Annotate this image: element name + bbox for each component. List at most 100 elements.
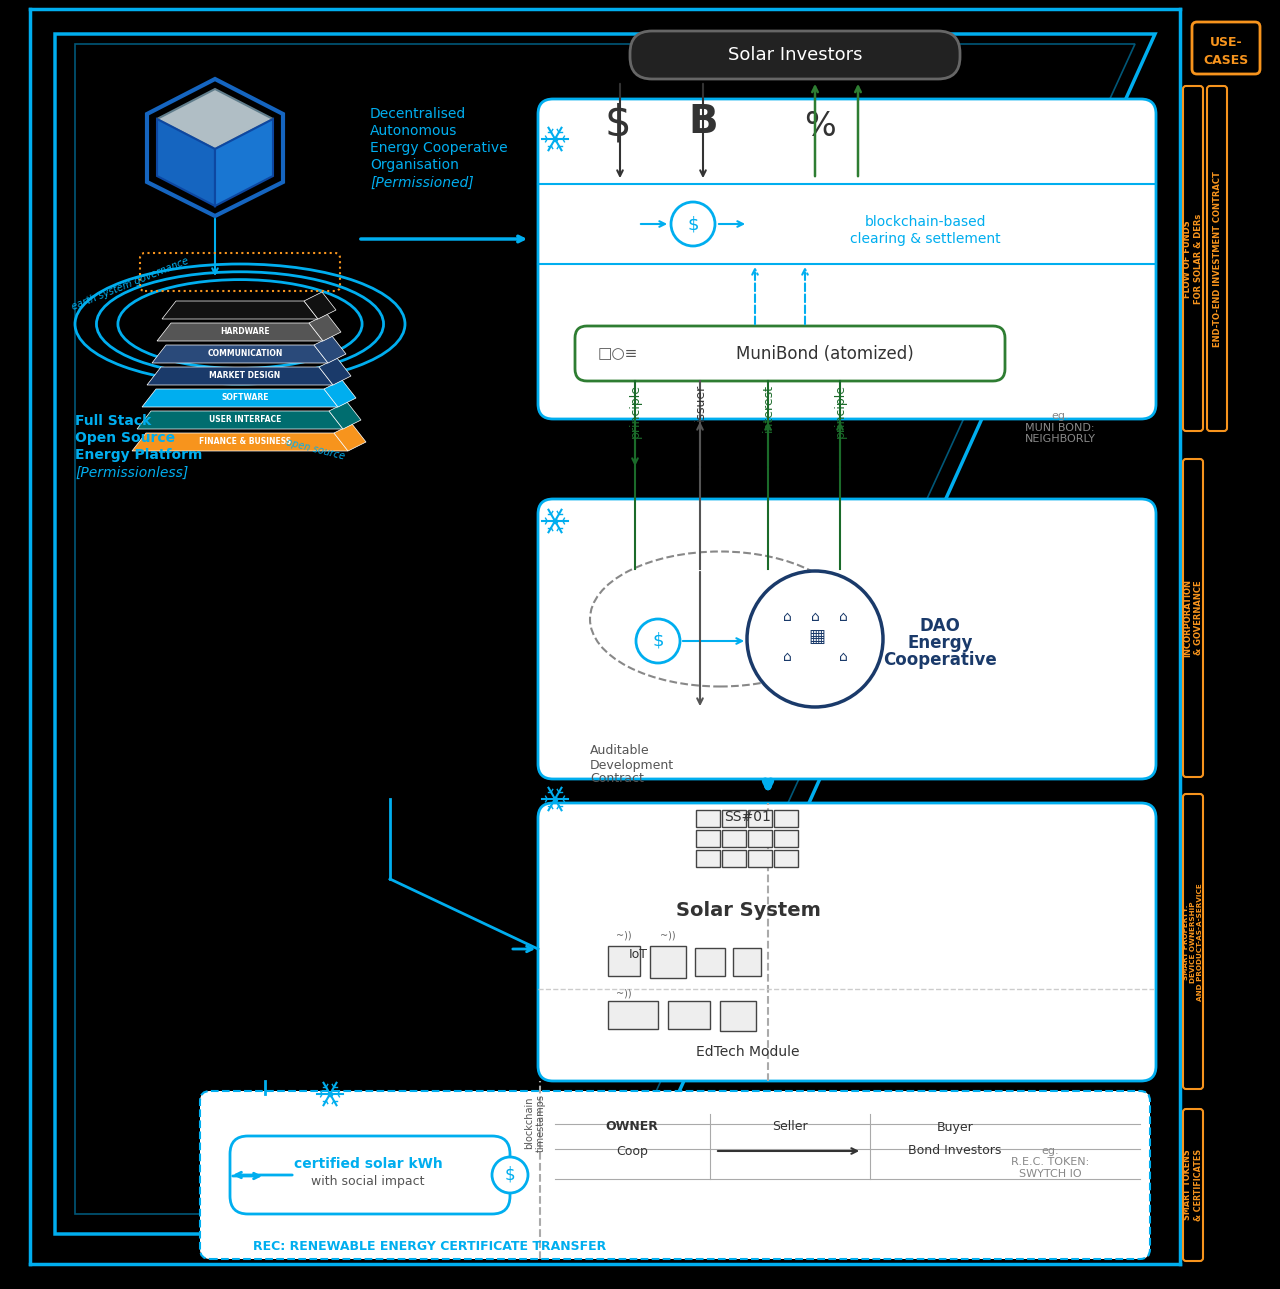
Text: ⌂: ⌂: [810, 610, 819, 624]
Text: issuer: issuer: [694, 384, 707, 422]
FancyBboxPatch shape: [1192, 22, 1260, 73]
Polygon shape: [147, 367, 333, 385]
Text: USE-: USE-: [1210, 36, 1243, 49]
Polygon shape: [163, 302, 317, 318]
Bar: [650, 946, 686, 978]
Text: SOFTWARE: SOFTWARE: [221, 393, 269, 402]
Text: certified solar kWh: certified solar kWh: [293, 1158, 443, 1170]
Text: blockchain-based: blockchain-based: [864, 215, 986, 229]
Bar: [733, 947, 762, 976]
FancyBboxPatch shape: [1183, 1109, 1203, 1261]
Polygon shape: [215, 119, 273, 206]
Circle shape: [636, 619, 680, 663]
Polygon shape: [334, 424, 366, 451]
Text: $: $: [653, 632, 664, 650]
Polygon shape: [132, 433, 348, 451]
Text: Energy Cooperative: Energy Cooperative: [370, 141, 508, 155]
Polygon shape: [157, 89, 273, 150]
Polygon shape: [152, 345, 328, 363]
Text: □○≡: □○≡: [598, 347, 639, 361]
Text: blockchain
timestamps: blockchain timestamps: [525, 1094, 545, 1152]
Text: ▦: ▦: [809, 628, 826, 646]
Text: DAO: DAO: [919, 617, 960, 635]
Text: REC: RENEWABLE ENERGY CERTIFICATE TRANSFER: REC: RENEWABLE ENERGY CERTIFICATE TRANSF…: [253, 1240, 607, 1253]
Text: %: %: [804, 111, 836, 143]
Text: ~)): ~)): [616, 931, 632, 941]
Bar: [774, 809, 797, 828]
Text: [Permissionless]: [Permissionless]: [76, 467, 188, 480]
Text: $: $: [504, 1167, 516, 1185]
Text: Full Stack: Full Stack: [76, 414, 151, 428]
Bar: [748, 809, 772, 828]
Text: eg.
R.E.C. TOKEN:
SWYTCH IO: eg. R.E.C. TOKEN: SWYTCH IO: [1011, 1146, 1089, 1179]
Polygon shape: [305, 293, 335, 318]
Text: Decentralised: Decentralised: [370, 107, 466, 121]
FancyBboxPatch shape: [575, 326, 1005, 382]
Bar: [696, 830, 719, 847]
Text: END-TO-END INVESTMENT CONTRACT: END-TO-END INVESTMENT CONTRACT: [1212, 171, 1221, 347]
Text: IoT: IoT: [628, 947, 648, 960]
Text: ~)): ~)): [660, 931, 676, 941]
Text: clearing & settlement: clearing & settlement: [850, 232, 1000, 246]
FancyBboxPatch shape: [630, 31, 960, 79]
Polygon shape: [137, 411, 343, 429]
Text: ⌂: ⌂: [838, 610, 847, 624]
Text: principle: principle: [628, 384, 641, 438]
Text: interest: interest: [762, 384, 774, 432]
Text: Autonomous: Autonomous: [370, 124, 457, 138]
Text: B: B: [689, 103, 718, 141]
Polygon shape: [329, 402, 361, 429]
FancyBboxPatch shape: [538, 99, 1156, 419]
Text: Organisation: Organisation: [370, 159, 458, 171]
Text: Seller: Seller: [772, 1120, 808, 1133]
Text: OWNER: OWNER: [605, 1120, 658, 1133]
Polygon shape: [324, 380, 356, 407]
Bar: [774, 830, 797, 847]
Text: Buyer: Buyer: [937, 1120, 973, 1133]
Circle shape: [492, 1158, 529, 1194]
Text: Coop: Coop: [616, 1145, 648, 1158]
Text: FINANCE & BUSINESS: FINANCE & BUSINESS: [198, 437, 291, 446]
FancyBboxPatch shape: [1183, 86, 1203, 431]
Text: EdTech Module: EdTech Module: [696, 1045, 800, 1060]
Text: CASES: CASES: [1203, 54, 1248, 67]
Text: INCORPORATION
& GOVERNANCE: INCORPORATION & GOVERNANCE: [1183, 579, 1203, 657]
Bar: [696, 809, 719, 828]
Bar: [748, 849, 772, 867]
Text: Open Source: Open Source: [76, 431, 175, 445]
Text: MARKET DESIGN: MARKET DESIGN: [210, 371, 280, 380]
Text: principle: principle: [833, 384, 846, 438]
Bar: [695, 947, 724, 976]
FancyBboxPatch shape: [230, 1136, 509, 1214]
Text: Auditable: Auditable: [590, 745, 650, 758]
Text: $: $: [687, 215, 699, 233]
FancyBboxPatch shape: [1207, 86, 1228, 431]
Bar: [722, 809, 746, 828]
Bar: [696, 849, 719, 867]
Bar: [722, 849, 746, 867]
Circle shape: [671, 202, 716, 246]
Polygon shape: [319, 358, 351, 385]
Bar: [774, 849, 797, 867]
Text: ⌂: ⌂: [838, 650, 847, 664]
Text: USER INTERFACE: USER INTERFACE: [209, 415, 282, 424]
FancyBboxPatch shape: [538, 803, 1156, 1081]
Text: Bond Investors: Bond Investors: [909, 1145, 1002, 1158]
FancyBboxPatch shape: [538, 499, 1156, 779]
Text: SMART TOKENS
& CERTIFICATES: SMART TOKENS & CERTIFICATES: [1183, 1148, 1203, 1221]
Polygon shape: [142, 389, 338, 407]
Text: SMART PROPERTY:
DEVICE OWNERSHIP
AND PRODUCT-AS-A-SERVICE: SMART PROPERTY: DEVICE OWNERSHIP AND PRO…: [1183, 883, 1203, 1000]
Bar: [608, 1002, 658, 1029]
Polygon shape: [157, 119, 215, 206]
Text: open source: open source: [284, 437, 346, 461]
FancyBboxPatch shape: [200, 1090, 1149, 1259]
Text: SS#01: SS#01: [724, 809, 772, 824]
FancyBboxPatch shape: [1183, 459, 1203, 777]
Text: ⌂: ⌂: [782, 650, 791, 664]
Text: Solar Investors: Solar Investors: [728, 46, 863, 64]
Polygon shape: [157, 324, 323, 342]
Circle shape: [748, 571, 883, 706]
Text: Solar System: Solar System: [676, 901, 820, 920]
Text: MuniBond (atomized): MuniBond (atomized): [736, 345, 914, 363]
Bar: [608, 946, 640, 976]
